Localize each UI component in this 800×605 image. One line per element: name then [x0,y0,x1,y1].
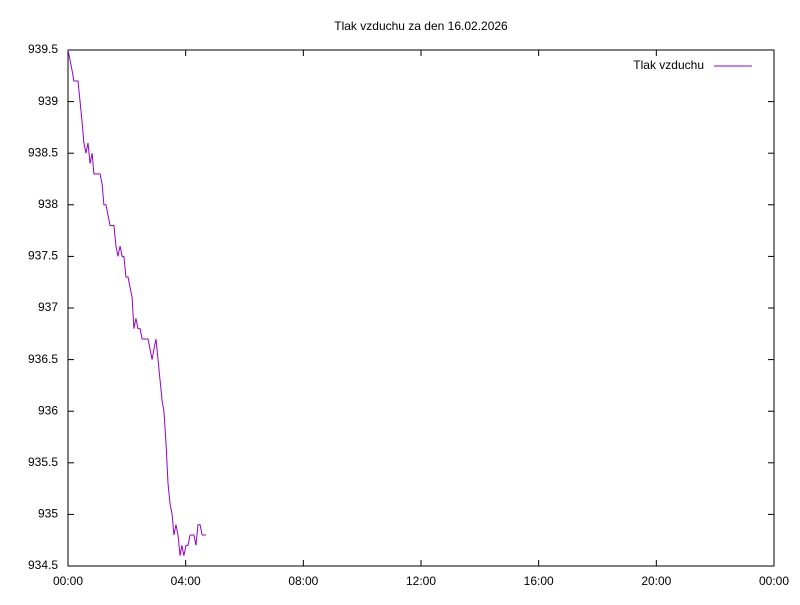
y-tick-label: 938.5 [28,145,58,159]
x-tick-label: 12:00 [406,574,436,588]
y-tick-label: 935.5 [28,455,58,469]
x-tick-label: 16:00 [524,574,554,588]
x-tick-label: 00:00 [759,574,789,588]
y-tick-label: 936 [38,403,58,417]
y-tick-label: 938 [38,197,58,211]
y-tick-label: 937.5 [28,249,58,263]
x-tick-label: 08:00 [288,574,318,588]
legend-label: Tlak vzduchu [633,58,704,72]
y-tick-label: 939 [38,94,58,108]
x-tick-label: 20:00 [641,574,671,588]
y-tick-label: 936.5 [28,352,58,366]
y-tick-label: 939.5 [28,42,58,56]
y-tick-label: 934.5 [28,558,58,572]
line [67,49,206,556]
y-tick-label: 935 [38,507,58,521]
chart-title: Tlak vzduchu za den 16.02.2026 [334,19,508,33]
x-tick-label: 04:00 [171,574,201,588]
x-tick-label: 00:00 [53,574,83,588]
y-tick-label: 937 [38,300,58,314]
